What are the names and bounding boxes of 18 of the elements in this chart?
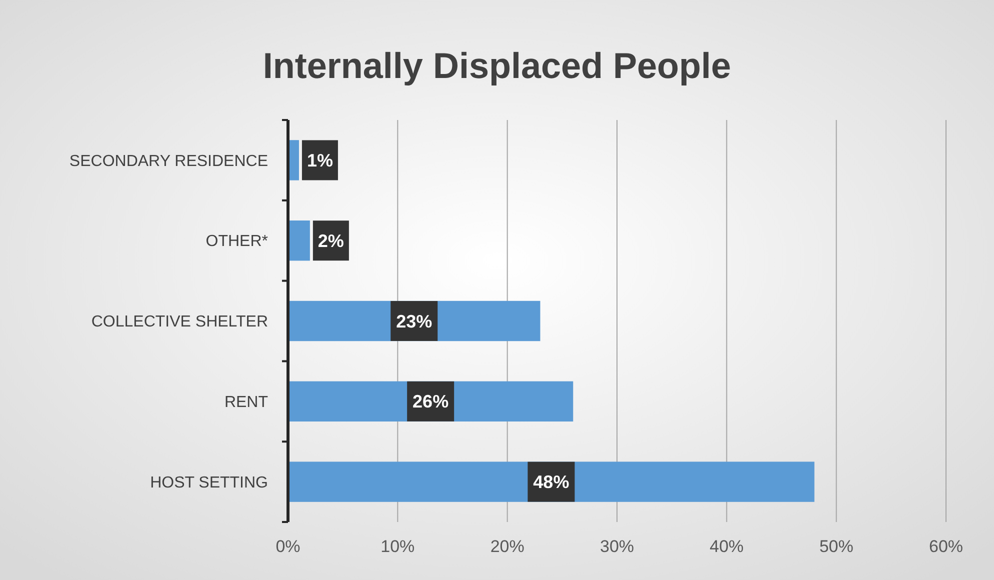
y-tick-label: SECONDARY RESIDENCE [69, 152, 268, 170]
data-label: 48% [533, 472, 570, 492]
x-tick-label: 40% [710, 537, 744, 556]
data-label: 26% [412, 392, 449, 412]
data-label: 2% [318, 230, 344, 251]
x-tick-label: 10% [380, 537, 415, 556]
data-label: 23% [396, 311, 432, 332]
data-label: 1% [306, 150, 333, 170]
y-tick-label: RENT [224, 394, 268, 411]
x-tick-label: 0% [276, 537, 300, 556]
x-tick-label: 50% [819, 537, 854, 556]
y-tick-label: OTHER* [206, 233, 268, 250]
x-tick-label: 30% [600, 537, 634, 556]
y-tick-label: HOST SETTING [150, 474, 268, 492]
chart-title: Internally Displaced People [262, 45, 732, 86]
x-tick-label: 60% [928, 537, 964, 556]
x-tick-label: 20% [490, 537, 524, 556]
y-tick-label: COLLECTIVE SHELTER [91, 314, 268, 331]
